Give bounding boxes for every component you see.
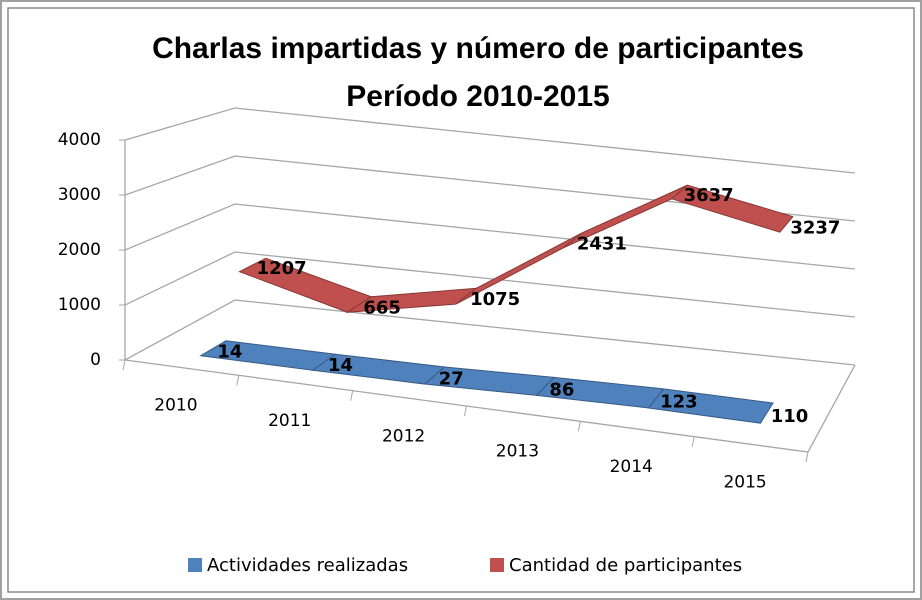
data-label: 1075	[470, 289, 520, 310]
y-tick-label: 3000	[58, 185, 101, 205]
x-tick	[691, 436, 695, 447]
ribbon-segment	[647, 388, 774, 424]
x-tick-label: 2013	[496, 442, 539, 462]
grid-line	[124, 107, 856, 174]
y-tick-label: 1000	[58, 295, 101, 315]
grid-line	[124, 203, 856, 270]
grid-line	[124, 251, 856, 318]
inner-frame	[7, 7, 915, 593]
x-tick-label: 2012	[382, 426, 425, 446]
chart-title: Período 2010-2015	[346, 80, 609, 113]
data-label: 3237	[790, 217, 840, 238]
x-tick-label: 2015	[723, 472, 766, 492]
x-tick-label: 2014	[610, 457, 653, 477]
x-tick-label: 2010	[154, 396, 197, 416]
data-label: 14	[328, 355, 353, 376]
x-tick	[805, 451, 809, 463]
grid-line	[124, 155, 856, 222]
y-tick-label: 4000	[58, 130, 101, 150]
y-tick-label: 2000	[58, 240, 101, 260]
x-tick-label: 2011	[268, 411, 311, 431]
legend-label: Actividades realizadas	[207, 555, 408, 576]
data-label: 110	[771, 406, 809, 427]
chart-title: Charlas impartidas y número de participa…	[152, 32, 804, 65]
data-label: 3637	[684, 185, 734, 206]
data-label: 86	[549, 379, 574, 400]
x-tick	[577, 421, 581, 432]
x-tick	[464, 405, 467, 417]
x-tick	[350, 390, 354, 401]
data-label: 123	[660, 391, 698, 412]
legend-swatch	[490, 558, 504, 572]
data-label: 27	[439, 369, 464, 390]
data-label: 2431	[577, 233, 627, 254]
data-label: 14	[217, 341, 242, 362]
x-tick	[122, 359, 126, 371]
y-tick-label: 0	[90, 350, 101, 370]
data-label: 665	[363, 298, 401, 319]
grid-line	[124, 299, 856, 366]
legend-swatch	[188, 558, 202, 572]
x-tick	[236, 375, 240, 386]
data-label: 1207	[257, 258, 307, 279]
legend-label: Cantidad de participantes	[509, 555, 742, 576]
ribbon-segment	[670, 184, 794, 233]
